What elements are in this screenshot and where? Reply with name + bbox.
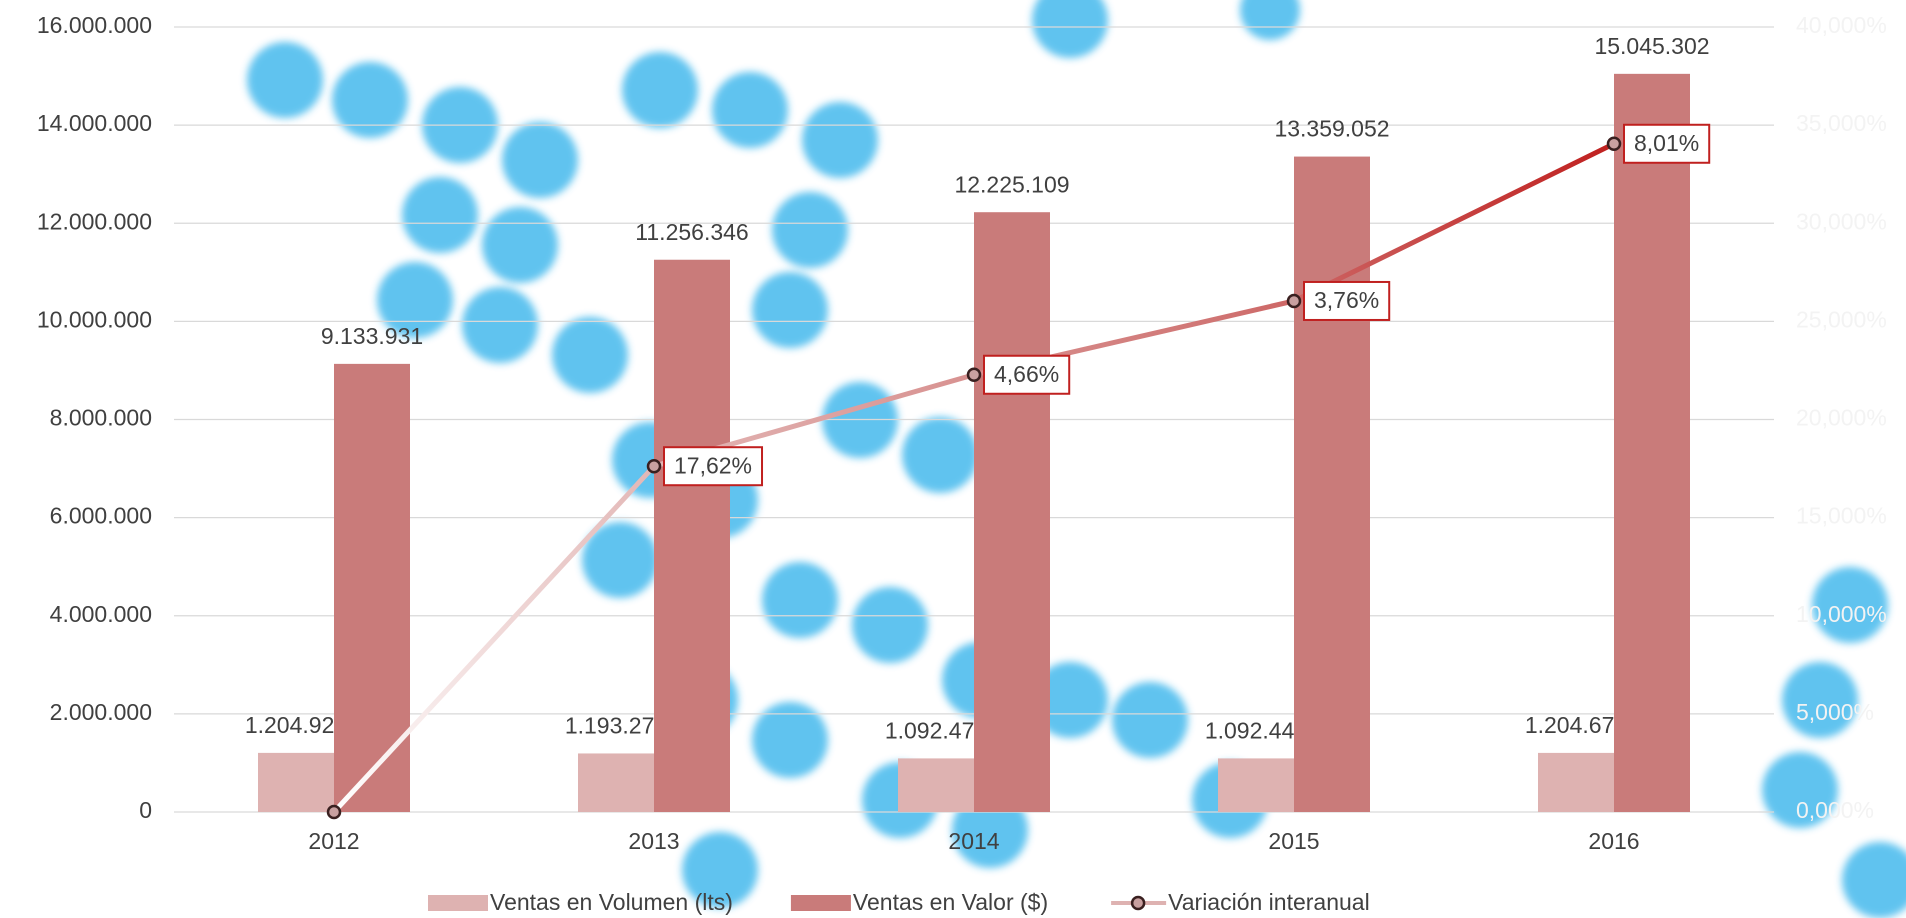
bar bbox=[578, 753, 654, 812]
y2-tick-label: 35,000% bbox=[1796, 110, 1887, 136]
data-label: 12.225.109 bbox=[954, 171, 1069, 197]
legend: Ventas en Volumen (lts) Ventas en Valor (… bbox=[428, 889, 1370, 915]
legend-swatch bbox=[791, 895, 851, 911]
bar bbox=[258, 753, 334, 812]
y2-tick-label: 10,000% bbox=[1796, 601, 1887, 627]
data-label: 1.193.276 bbox=[565, 713, 667, 739]
chart: 0 2.000.000 4.000.000 6.000.000 8.000.000 10.… bbox=[0, 0, 1906, 918]
line-marker bbox=[328, 806, 340, 818]
y2-tick-label: 15,000% bbox=[1796, 503, 1887, 529]
x-tick-label: 2012 bbox=[308, 828, 359, 854]
legend-swatch bbox=[428, 895, 488, 911]
data-label-box: 4,66% bbox=[984, 356, 1069, 394]
y2-tick-label: 5,000% bbox=[1796, 699, 1874, 725]
y2-tick-label: 30,000% bbox=[1796, 208, 1887, 234]
data-label: 1.092.479 bbox=[885, 717, 987, 743]
y-tick-label: 12.000.000 bbox=[37, 208, 152, 234]
data-label-box: 3,76% bbox=[1304, 282, 1389, 320]
bar bbox=[1538, 753, 1614, 812]
bar bbox=[1614, 74, 1690, 812]
legend-label: Ventas en Valor ($) bbox=[853, 889, 1048, 915]
x-tick-label: 2013 bbox=[628, 828, 679, 854]
bar bbox=[1218, 758, 1294, 812]
y-tick-label: 14.000.000 bbox=[37, 110, 152, 136]
legend-label: Ventas en Volumen (lts) bbox=[490, 889, 733, 915]
y-tick-label: 2.000.000 bbox=[50, 699, 152, 725]
bar bbox=[898, 758, 974, 812]
bar bbox=[654, 260, 730, 812]
data-label: 15.045.302 bbox=[1594, 33, 1709, 59]
data-label: 9.133.931 bbox=[321, 323, 423, 349]
data-label: 17,62% bbox=[674, 452, 752, 478]
data-label-box: 8,01% bbox=[1624, 125, 1709, 163]
data-label: 1.204.679 bbox=[1525, 712, 1627, 738]
legend-marker bbox=[1132, 897, 1144, 909]
y-tick-label: 4.000.000 bbox=[50, 601, 152, 627]
data-label: 1.092.449 bbox=[1205, 717, 1307, 743]
y-tick-label: 8.000.000 bbox=[50, 405, 152, 431]
data-label: 13.359.052 bbox=[1274, 116, 1389, 142]
legend-label: Variación interanual bbox=[1168, 889, 1370, 915]
y2-tick-label: 20,000% bbox=[1796, 405, 1887, 431]
data-label: 1.204.929 bbox=[245, 712, 347, 738]
line-marker bbox=[968, 369, 980, 381]
data-label: 4,66% bbox=[994, 361, 1059, 387]
x-tick-label: 2015 bbox=[1268, 828, 1319, 854]
y-tick-label: 6.000.000 bbox=[50, 503, 152, 529]
y2-tick-label: 0,000% bbox=[1796, 797, 1874, 823]
data-label: 3,76% bbox=[1314, 287, 1379, 313]
y2-tick-label: 25,000% bbox=[1796, 306, 1887, 332]
data-label: 8,01% bbox=[1634, 130, 1699, 156]
bar bbox=[1294, 157, 1370, 812]
y2-tick-label: 40,000% bbox=[1796, 12, 1887, 38]
line-marker bbox=[1288, 295, 1300, 307]
line-marker bbox=[1608, 138, 1620, 150]
x-tick-label: 2014 bbox=[948, 828, 999, 854]
line-marker bbox=[648, 460, 660, 472]
data-label-box: 17,62% bbox=[664, 447, 762, 485]
y-tick-label: 10.000.000 bbox=[37, 306, 152, 332]
y-tick-label: 0 bbox=[139, 797, 152, 823]
bar bbox=[974, 212, 1050, 812]
x-tick-label: 2016 bbox=[1588, 828, 1639, 854]
data-label: 11.256.346 bbox=[635, 219, 748, 245]
y-tick-label: 16.000.000 bbox=[37, 12, 152, 38]
